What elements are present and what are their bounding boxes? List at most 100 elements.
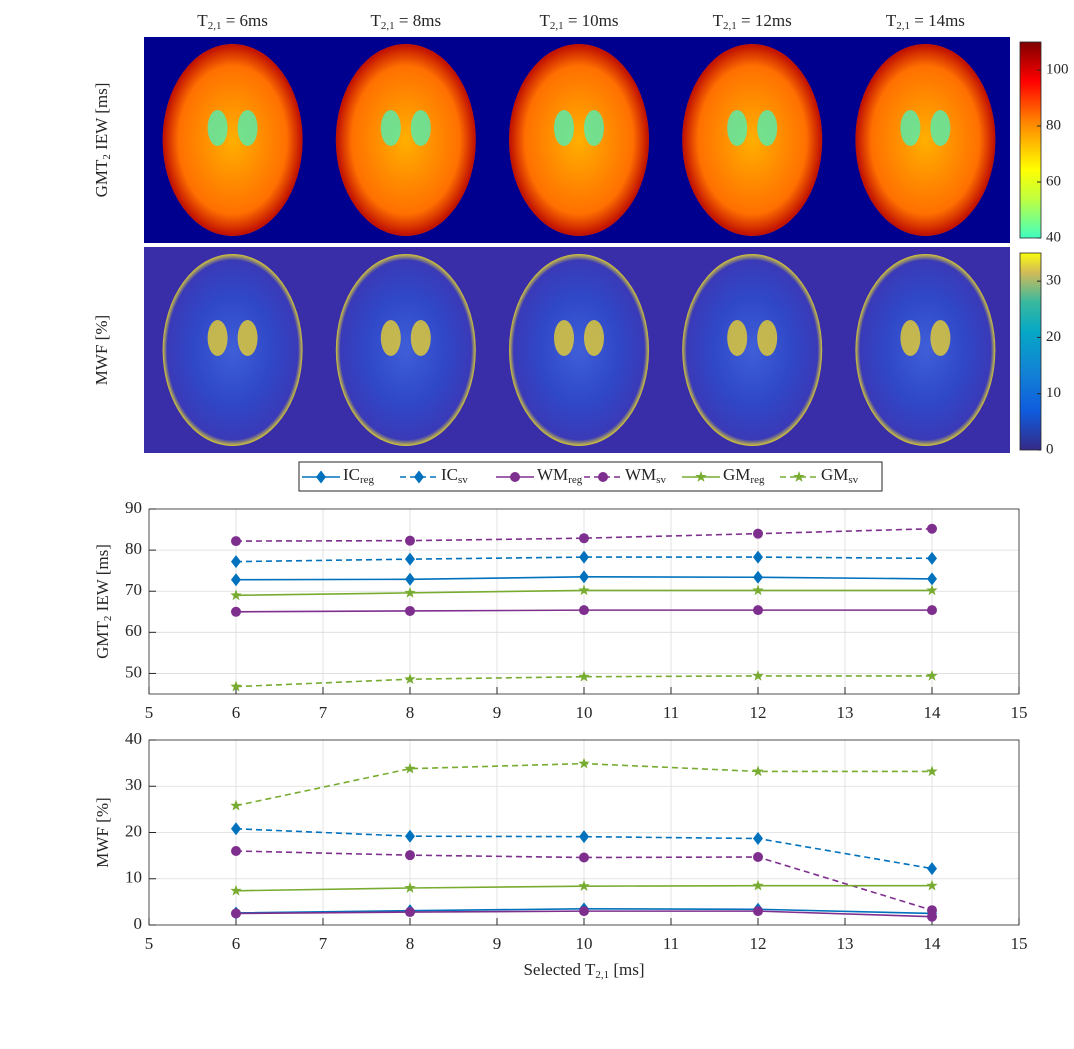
legend-marker	[598, 472, 608, 482]
y-tick-label: 50	[125, 662, 142, 681]
brain-ventricle	[380, 110, 401, 146]
marker	[231, 536, 241, 547]
column-title: T2,1 = 6ms	[197, 11, 268, 32]
column-title-part: = 6ms	[221, 11, 267, 30]
series-line	[235, 828, 933, 870]
brain-ventricle	[207, 320, 228, 356]
marker	[926, 584, 938, 596]
y-tick-label: 40	[125, 729, 142, 748]
x-axis-label: Selected T2,1 [ms]	[523, 960, 644, 981]
series-line	[235, 675, 932, 688]
x-tick-label: 10	[576, 703, 593, 722]
brain-ventricle	[380, 320, 401, 356]
column-title-part: T	[197, 11, 208, 30]
brain-images	[162, 44, 996, 446]
y-tick-label: 60	[125, 621, 142, 640]
marker	[927, 605, 937, 616]
y-axis-label-part: MWF [%]	[93, 797, 112, 867]
marker	[579, 605, 589, 616]
marker	[578, 670, 590, 682]
plot-frame	[148, 739, 1020, 926]
brain-ventricle	[930, 320, 951, 356]
marker	[579, 550, 589, 564]
marker	[404, 586, 416, 598]
brain-ventricle	[207, 110, 228, 146]
row-label: GMT2 IEW [ms]	[92, 83, 113, 198]
marker	[753, 832, 763, 846]
y-axis-label-part: 2	[102, 616, 114, 622]
colorbar-tick-label: 0	[1046, 441, 1054, 457]
column-title-part: 2,1	[896, 20, 910, 32]
marker	[579, 830, 589, 844]
brain-slice	[509, 254, 649, 446]
column-title-part: = 14ms	[910, 11, 965, 30]
legend-label-part: IC	[441, 465, 458, 484]
brain-slice	[855, 44, 996, 236]
x-tick-label: 12	[750, 703, 767, 722]
colorbar-tick-label: 30	[1046, 273, 1061, 289]
x-tick-label: 7	[319, 703, 328, 722]
legend-label-part: WM	[625, 465, 656, 484]
legend-label-part: IC	[343, 465, 360, 484]
marker	[405, 552, 415, 566]
marker	[753, 570, 763, 584]
y-axis-label: GMT2 IEW [ms]	[93, 544, 114, 659]
legend-label-part: GM	[723, 465, 750, 484]
series-line	[235, 556, 933, 563]
x-tick-label: 15	[1011, 703, 1028, 722]
marker	[231, 573, 241, 587]
marker	[404, 673, 416, 685]
colorbar-tick-label: 60	[1046, 173, 1061, 189]
brain-slice	[509, 44, 649, 236]
row-label-part: IEW [ms]	[92, 83, 111, 154]
marker	[753, 528, 763, 539]
y-tick-label: 20	[125, 821, 142, 840]
brain-ventricle	[554, 320, 574, 356]
row-label-part: MWF [%]	[92, 315, 111, 385]
marker	[230, 680, 242, 692]
marker	[753, 605, 763, 616]
marker	[579, 533, 589, 544]
marker	[752, 669, 764, 681]
column-title-part: = 12ms	[737, 11, 792, 30]
colorbar-tick-label: 100	[1046, 61, 1069, 77]
marker	[405, 850, 415, 861]
marker	[579, 852, 589, 863]
marker	[753, 852, 763, 863]
marker	[405, 535, 415, 546]
x-tick-label: 12	[750, 934, 767, 953]
column-title-part: = 8ms	[395, 11, 441, 30]
x-tick-label: 14	[924, 703, 942, 722]
brain-ventricle	[237, 320, 258, 356]
column-title-part: 2,1	[381, 20, 395, 32]
marker	[231, 606, 241, 617]
legend-label: WMreg	[537, 465, 583, 486]
legend-label: ICreg	[343, 465, 375, 486]
brain-ventricle	[554, 110, 574, 146]
marker	[231, 846, 241, 856]
marker	[405, 829, 415, 843]
plot-frame	[148, 508, 1020, 695]
x-tick-label: 15	[1011, 934, 1028, 953]
legend-label-part: reg	[568, 474, 583, 486]
legend-label-part: sv	[848, 474, 858, 486]
legend-label: WMsv	[625, 465, 666, 486]
brain-ventricle	[584, 110, 604, 146]
colorbar	[1019, 252, 1042, 451]
y-axis-label-part: GMT	[93, 620, 112, 658]
brain-ventricle	[727, 110, 748, 146]
column-title-part: 2,1	[723, 20, 737, 32]
x-tick-label: 9	[493, 703, 502, 722]
brain-slice	[855, 254, 996, 446]
column-title: T2,1 = 10ms	[539, 11, 618, 32]
legend-label-part: sv	[656, 474, 666, 486]
y-tick-label: 10	[125, 868, 142, 887]
marker	[231, 822, 241, 836]
y-tick-label: 70	[125, 580, 142, 599]
column-title: T2,1 = 12ms	[713, 11, 792, 32]
x-axis-label-part: [ms]	[609, 960, 644, 979]
marker	[231, 555, 241, 569]
marker	[231, 908, 241, 919]
legend-label: GMreg	[723, 465, 765, 486]
marker	[927, 862, 937, 876]
